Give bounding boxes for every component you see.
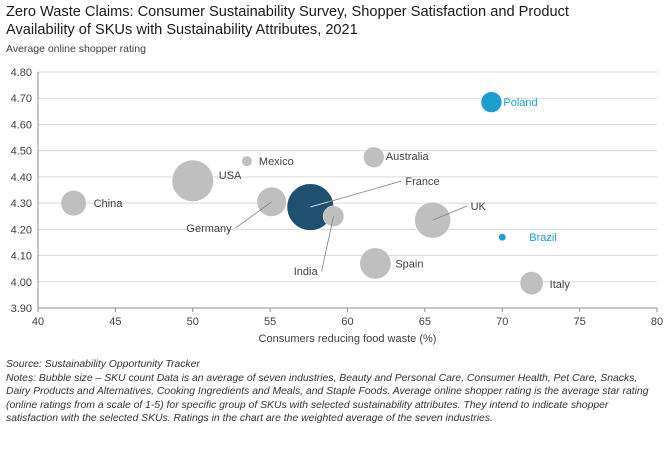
point-label-usa: USA <box>219 170 242 182</box>
bubble-italy <box>519 271 544 295</box>
bubble-australia <box>363 146 385 168</box>
y-tick-label: 3.90 <box>11 303 32 315</box>
x-tick-label: 40 <box>32 316 44 328</box>
source-note: Source: Sustainability Opportunity Track… <box>6 359 200 370</box>
point-label-india: India <box>294 266 319 278</box>
point-label-spain: Spain <box>395 258 423 270</box>
y-tick-label: 4.80 <box>11 67 32 79</box>
y-axis-title: Average online shopper rating <box>6 43 146 55</box>
point-label-uk: UK <box>471 201 487 213</box>
x-tick-label: 75 <box>574 316 586 328</box>
point-label-italy: Italy <box>550 279 571 291</box>
x-axis-title: Consumers reducing food waste (%) <box>259 333 437 345</box>
y-tick-label: 4.50 <box>11 146 32 158</box>
leader-line-india <box>321 216 334 272</box>
point-label-mexico: Mexico <box>259 156 294 168</box>
y-tick-label: 4.10 <box>11 251 32 263</box>
point-label-poland: Poland <box>503 97 537 109</box>
point-label-germany: Germany <box>186 223 232 235</box>
x-tick-label: 65 <box>419 316 431 328</box>
leader-line-uk <box>432 205 467 221</box>
y-tick-label: 4.70 <box>11 93 32 105</box>
y-tick-label: 4.40 <box>11 172 32 184</box>
bubble-usa <box>171 159 214 202</box>
y-tick-label: 4.60 <box>11 119 32 131</box>
notes-text: Notes: Bubble size – SKU count Data is a… <box>6 372 649 425</box>
x-tick-label: 80 <box>651 316 663 328</box>
point-label-china: China <box>94 198 124 210</box>
point-label-brazil: Brazil <box>529 232 557 244</box>
bubble-chart: 3.90 4.00 4.10 4.20 4.30 4.40 4.50 4.60 4.70 4.80… <box>11 67 664 345</box>
point-label-france: France <box>405 176 439 188</box>
bubble-mexico <box>241 155 253 167</box>
bubble-germany <box>256 186 287 217</box>
x-tick-label: 55 <box>264 316 276 328</box>
point-label-australia: Australia <box>386 151 430 163</box>
leader-line-ext <box>328 180 402 203</box>
x-tick-label: 60 <box>341 316 353 328</box>
bubble-spain <box>359 247 392 280</box>
y-tick-label: 4.30 <box>11 198 32 210</box>
y-tick-label: 4.00 <box>11 277 32 289</box>
x-tick-label: 70 <box>496 316 508 328</box>
chart-title: Zero Waste Claims: Consumer Sustainabili… <box>6 4 569 38</box>
bubble-china <box>60 190 87 217</box>
y-tick-label: 4.20 <box>11 224 32 236</box>
x-tick-label: 50 <box>187 316 199 328</box>
footnotes: Source: Sustainability Opportunity Track… <box>6 358 658 426</box>
bubble-poland <box>480 91 503 113</box>
leader-line-germany <box>235 201 272 229</box>
x-tick-label: 45 <box>109 316 121 328</box>
